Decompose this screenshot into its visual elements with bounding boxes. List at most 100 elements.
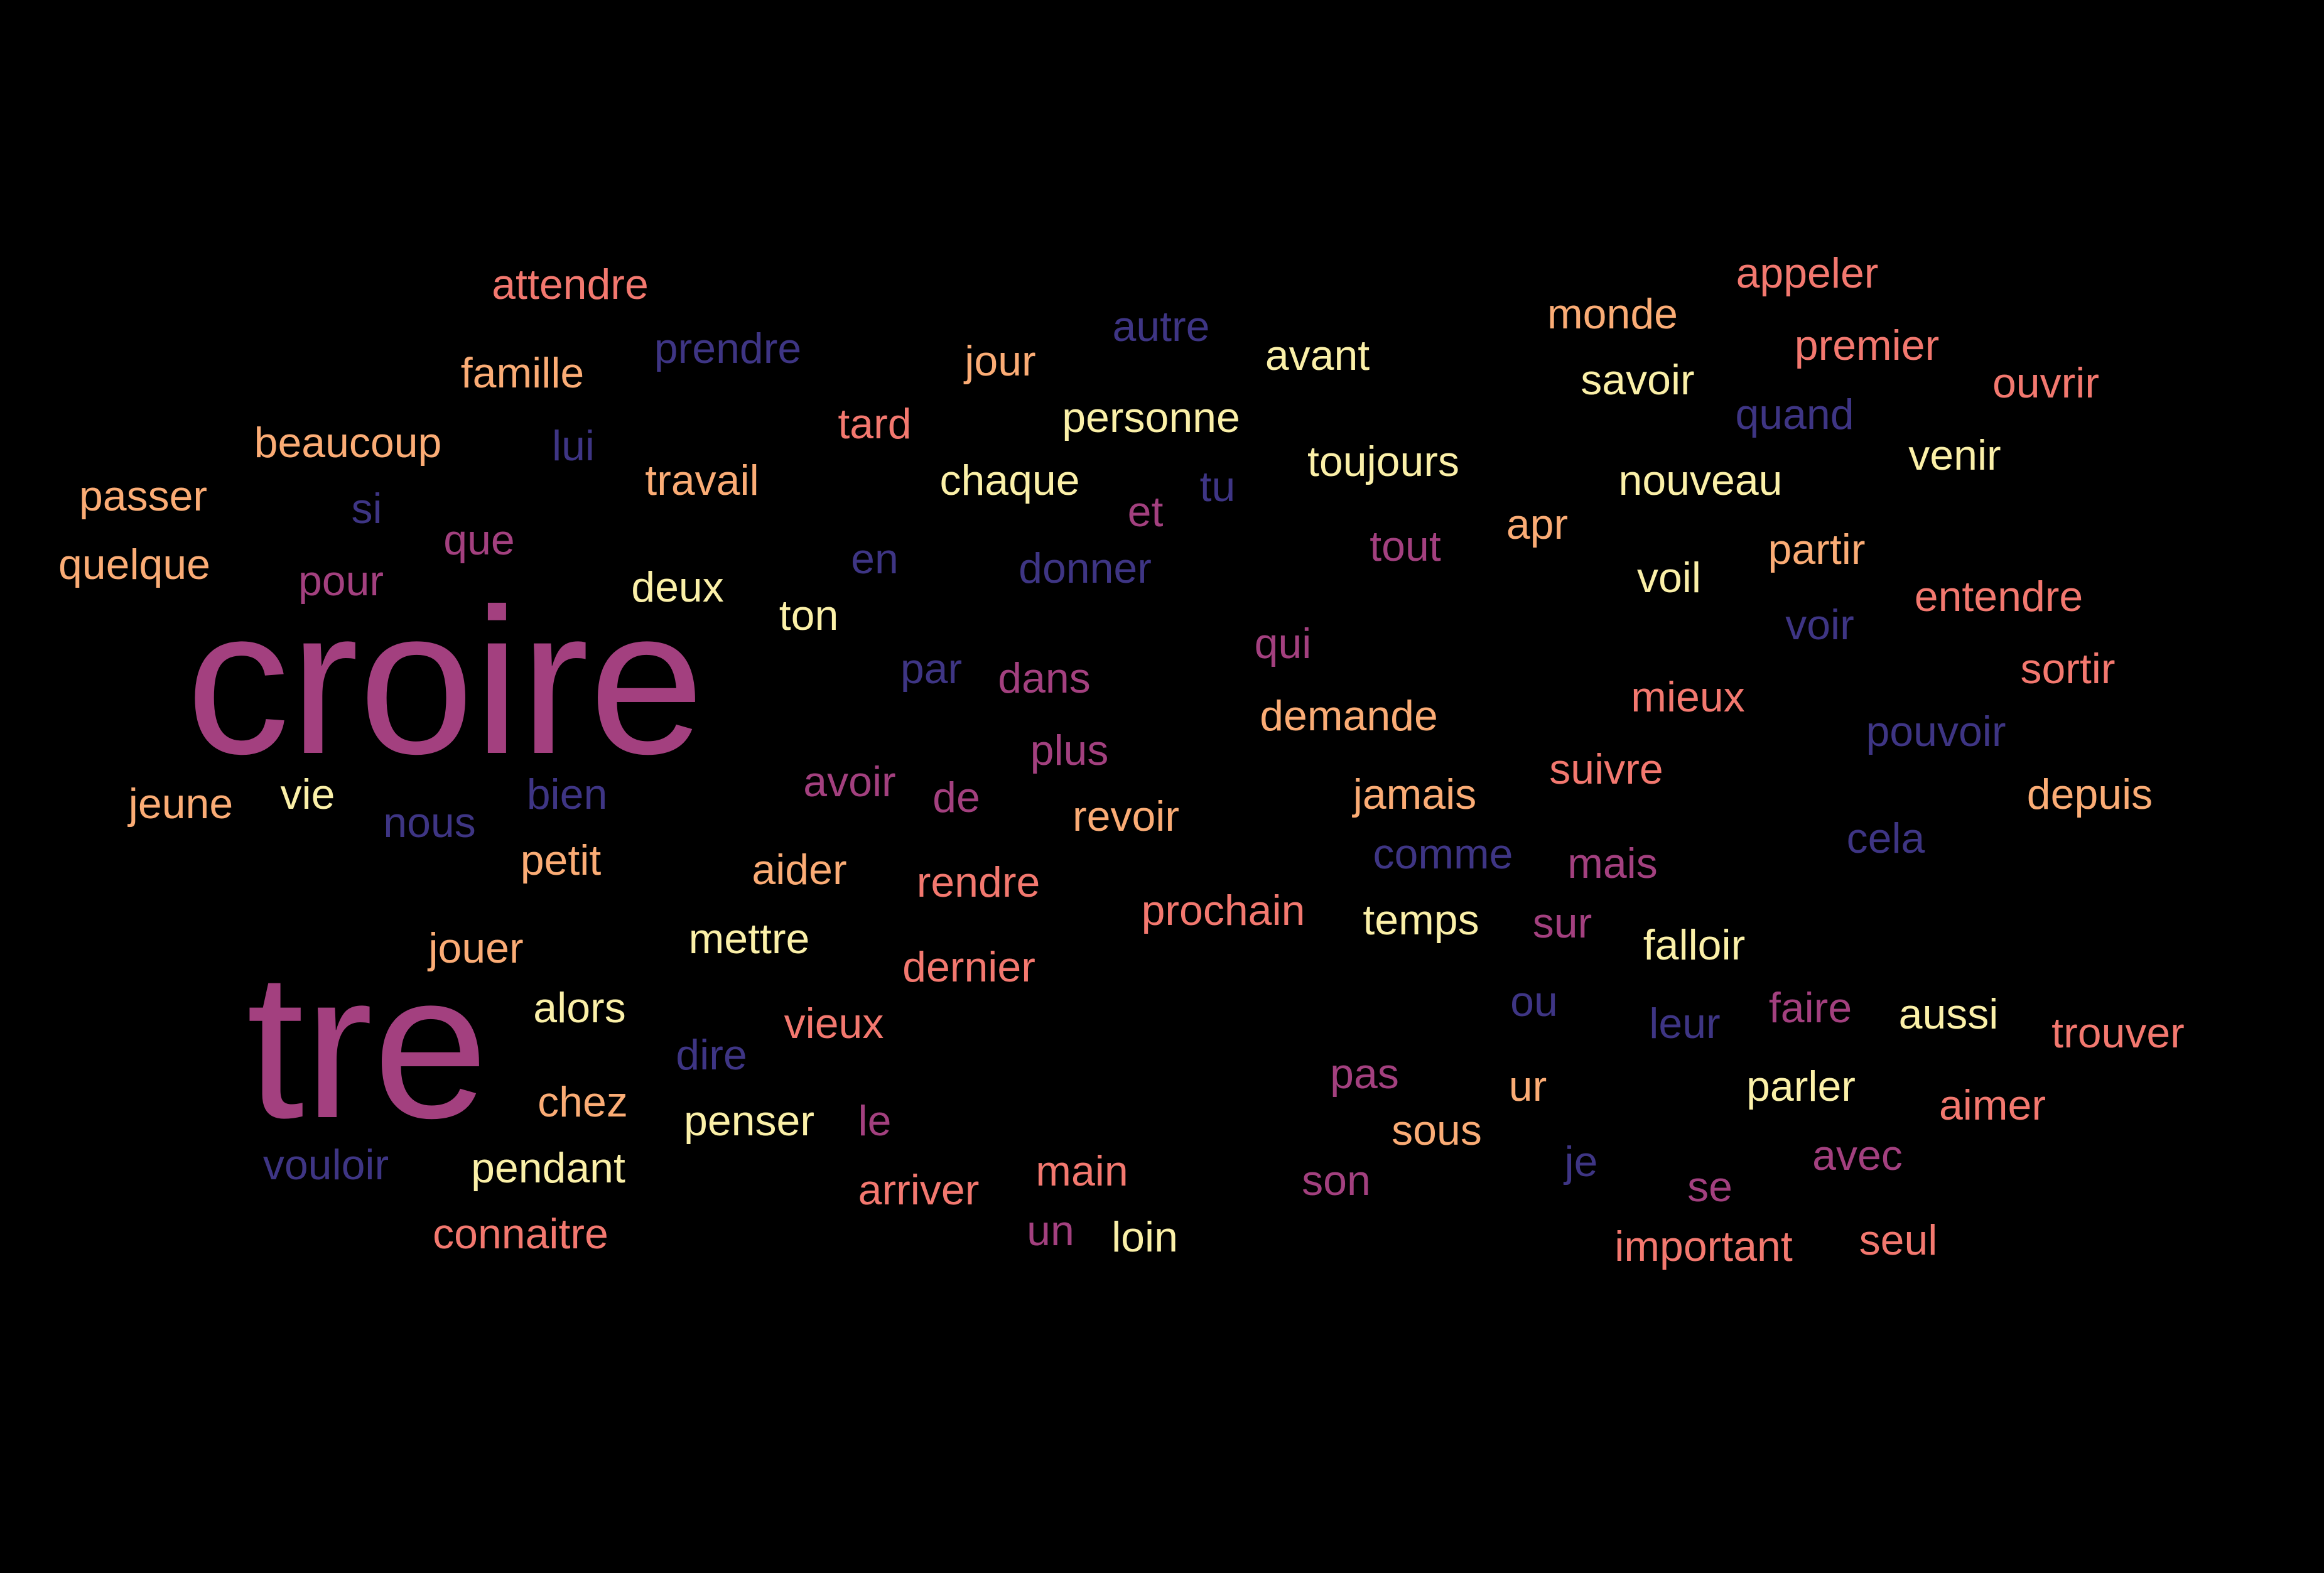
word-sur: sur	[1532, 899, 1592, 947]
word-passer: passer	[78, 472, 208, 520]
word-tard: tard	[838, 400, 912, 448]
word-demande: demande	[1260, 692, 1438, 740]
word-se: se	[1687, 1163, 1732, 1211]
word-avoir: avoir	[803, 758, 896, 806]
word-prendre: prendre	[654, 325, 802, 372]
word-voil: voil	[1636, 554, 1702, 602]
word-partir: partir	[1768, 526, 1866, 573]
word-loin: loin	[1111, 1213, 1178, 1261]
word-apr: apr	[1506, 500, 1569, 548]
word-lui: lui	[551, 422, 595, 470]
word-plus: plus	[1030, 727, 1109, 774]
word-beaucoup: beaucoup	[254, 419, 442, 467]
word-vouloir: vouloir	[262, 1141, 389, 1189]
word-revoir: revoir	[1072, 792, 1180, 840]
word-je: je	[1564, 1138, 1598, 1186]
word-ton: ton	[779, 592, 839, 639]
word-et: et	[1127, 488, 1164, 536]
word-temps: temps	[1363, 896, 1479, 944]
word-personne: personne	[1062, 394, 1240, 441]
word-jour: jour	[965, 337, 1036, 385]
word-le: le	[858, 1097, 892, 1145]
word-nouveau: nouveau	[1618, 457, 1783, 504]
word-vieux: vieux	[784, 1000, 884, 1047]
word-monde: monde	[1547, 290, 1678, 338]
word-chez: chez	[538, 1078, 628, 1126]
word-dernier: dernier	[902, 943, 1035, 991]
word-qui: qui	[1254, 620, 1312, 668]
word-un: un	[1027, 1207, 1074, 1255]
word-parler: parler	[1746, 1062, 1856, 1110]
word-arriver: arriver	[858, 1166, 980, 1214]
word-trouver: trouver	[2051, 1009, 2185, 1057]
word-bien: bien	[526, 770, 608, 818]
word-chaque: chaque	[939, 457, 1080, 504]
word-pouvoir: pouvoir	[1866, 708, 2006, 755]
word-ouvrir: ouvrir	[1992, 359, 2100, 407]
word-sortir: sortir	[2020, 645, 2116, 693]
word-vie: vie	[280, 770, 335, 818]
word-sous: sous	[1392, 1106, 1482, 1154]
word-que: que	[443, 516, 515, 564]
word-de: de	[932, 774, 980, 821]
word-prochain: prochain	[1141, 887, 1305, 934]
word-deux: deux	[631, 563, 724, 611]
word-suivre: suivre	[1549, 745, 1663, 793]
word-quand: quand	[1735, 391, 1854, 438]
word-voir: voir	[1785, 601, 1854, 649]
word-mais: mais	[1567, 840, 1658, 887]
word-jeune: jeune	[128, 780, 234, 828]
word-jouer: jouer	[428, 924, 524, 972]
word-premier: premier	[1794, 322, 1940, 369]
word-comme: comme	[1373, 830, 1513, 878]
word-petit: petit	[520, 836, 602, 884]
word-tre: tre	[246, 929, 489, 1161]
word-savoir: savoir	[1581, 356, 1695, 404]
word-avant: avant	[1265, 332, 1370, 379]
word-seul: seul	[1859, 1216, 1938, 1264]
word-tu: tu	[1199, 463, 1236, 511]
word-alors: alors	[533, 984, 626, 1032]
word-aimer: aimer	[1938, 1081, 2046, 1129]
word-famille: famille	[460, 349, 585, 397]
word-pour: pour	[298, 557, 384, 605]
word-penser: penser	[684, 1097, 814, 1145]
word-leur: leur	[1649, 1000, 1721, 1047]
word-dans: dans	[998, 654, 1091, 702]
word-jamais: jamais	[1353, 770, 1477, 818]
word-depuis: depuis	[2026, 770, 2153, 818]
word-connaitre: connaitre	[433, 1210, 608, 1258]
word-rendre: rendre	[916, 858, 1040, 906]
word-aussi: aussi	[1898, 990, 1999, 1038]
word-si: si	[351, 485, 382, 532]
word-mieux: mieux	[1631, 673, 1745, 721]
word-avec: avec	[1812, 1132, 1903, 1179]
word-main: main	[1035, 1147, 1128, 1195]
word-ou: ou	[1510, 978, 1558, 1025]
word-en: en	[851, 535, 899, 583]
word-son: son	[1302, 1157, 1371, 1204]
word-venir: venir	[1908, 431, 2001, 479]
word-croire: croire	[186, 565, 705, 797]
word-cela: cela	[1846, 814, 1925, 862]
word-attendre: attendre	[492, 261, 649, 308]
word-toujours: toujours	[1307, 438, 1459, 485]
word-dire: dire	[676, 1031, 747, 1079]
word-quelque: quelque	[58, 541, 211, 588]
word-tout: tout	[1370, 522, 1441, 570]
word-pendant: pendant	[471, 1144, 625, 1192]
word-pas: pas	[1330, 1050, 1399, 1098]
word-appeler: appeler	[1736, 249, 1879, 297]
word-par: par	[900, 645, 963, 693]
word-aider: aider	[752, 846, 847, 894]
word-donner: donner	[1019, 544, 1152, 592]
word-nous: nous	[383, 799, 476, 846]
word-entendre: entendre	[1914, 573, 2083, 620]
word-mettre: mettre	[688, 915, 810, 963]
word-ur: ur	[1508, 1062, 1547, 1110]
word-autre: autre	[1112, 303, 1210, 350]
word-faire: faire	[1768, 984, 1852, 1032]
word-travail: travail	[645, 457, 759, 504]
word-important: important	[1614, 1223, 1793, 1270]
